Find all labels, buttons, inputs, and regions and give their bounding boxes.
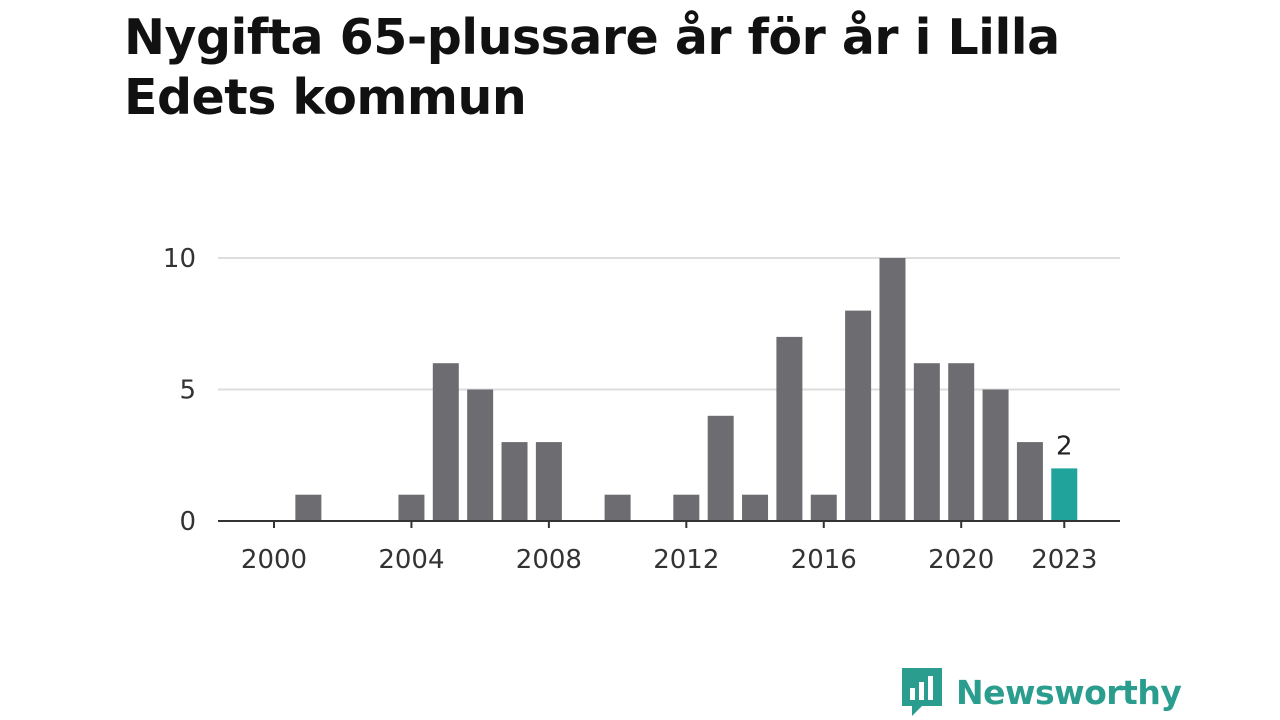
x-tick-label: 2023 — [1031, 545, 1097, 575]
y-axis-tick-labels: 0 5 10 — [163, 244, 196, 537]
data-label: 2 — [1056, 431, 1073, 461]
y-tick-label: 0 — [179, 507, 196, 537]
x-tick-label: 2012 — [653, 545, 719, 575]
grid-lines — [218, 257, 1120, 391]
bar — [845, 310, 872, 521]
x-tick-label: 2000 — [241, 545, 307, 575]
x-tick-label: 2016 — [791, 545, 857, 575]
bar — [879, 258, 906, 521]
data-labels: 2 — [1056, 431, 1073, 461]
bar-chart: 0 5 10 2000 2004 2008 2012 2016 2020 2023 2 — [163, 244, 1120, 575]
newsworthy-brand[interactable]: Newsworthy — [902, 668, 1182, 716]
bar — [810, 494, 837, 521]
bar — [432, 363, 459, 521]
bars — [295, 258, 1078, 521]
bar — [982, 389, 1009, 521]
bar — [707, 415, 734, 521]
bar — [295, 494, 322, 521]
brand-name: Newsworthy — [956, 672, 1182, 712]
y-tick-label: 10 — [163, 244, 196, 274]
bar — [948, 363, 975, 521]
y-tick-label: 5 — [179, 376, 196, 406]
bar — [604, 494, 631, 521]
bar — [776, 336, 803, 521]
bar — [742, 494, 769, 521]
bar — [1016, 442, 1043, 521]
newsworthy-logo-icon — [902, 668, 942, 716]
bar — [913, 363, 940, 521]
bar — [398, 494, 425, 521]
x-axis-ticks: 2000 2004 2008 2012 2016 2020 2023 — [241, 521, 1097, 575]
bar — [673, 494, 700, 521]
bar — [501, 442, 528, 521]
x-tick-label: 2008 — [516, 545, 582, 575]
chart-title: Nygifta 65-plussare år för år i Lilla Ed… — [124, 9, 1060, 126]
bar — [535, 442, 562, 521]
x-tick-label: 2004 — [378, 545, 444, 575]
bar-highlighted — [1051, 468, 1078, 521]
bar — [467, 389, 494, 521]
x-tick-label: 2020 — [928, 545, 994, 575]
